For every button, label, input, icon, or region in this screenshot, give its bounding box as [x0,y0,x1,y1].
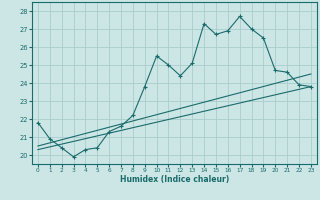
X-axis label: Humidex (Indice chaleur): Humidex (Indice chaleur) [120,175,229,184]
